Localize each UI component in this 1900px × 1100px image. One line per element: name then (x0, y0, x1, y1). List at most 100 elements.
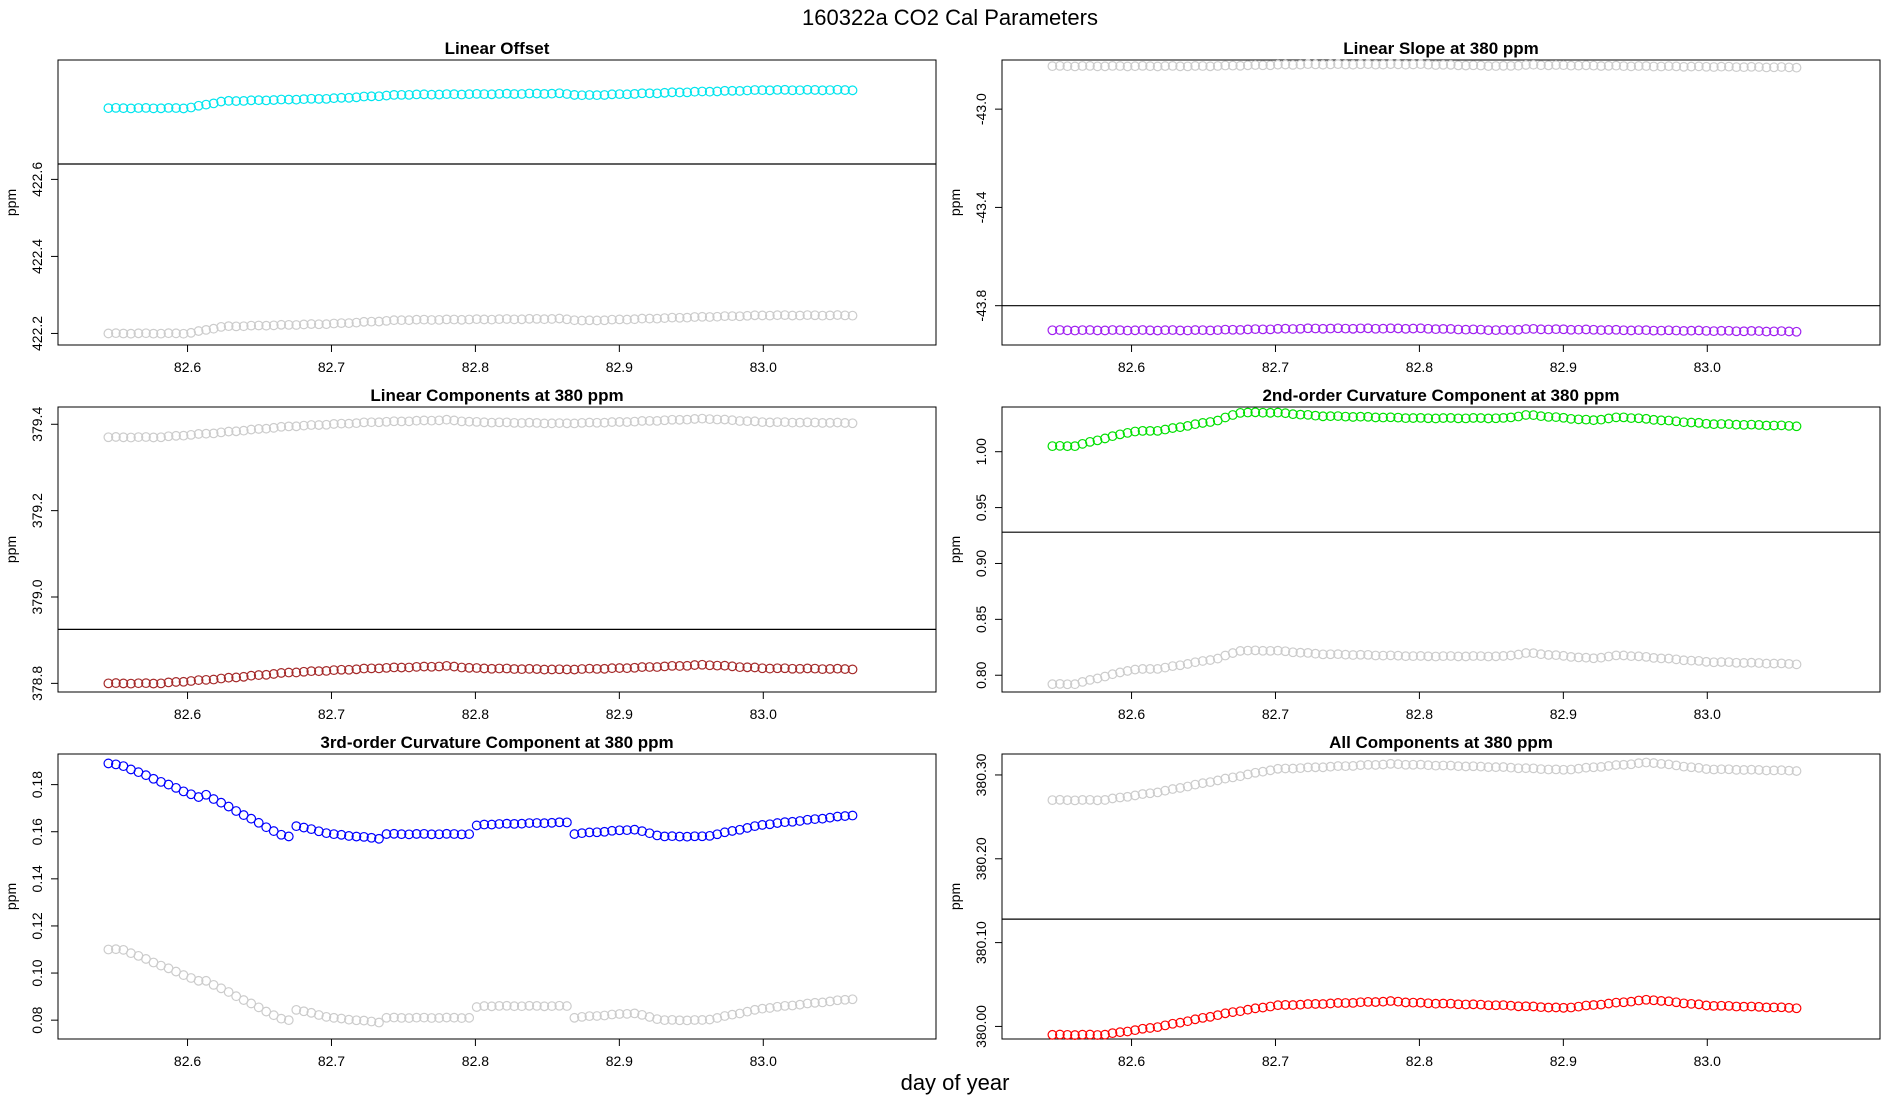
data-point (1393, 59, 1404, 70)
data-point (344, 418, 354, 429)
data-point (404, 662, 414, 673)
data-point (1536, 1002, 1546, 1013)
data-point (1077, 677, 1088, 687)
data-point (1070, 61, 1080, 72)
data-point (291, 1004, 302, 1015)
y-tick-label: 0.16 (29, 818, 45, 845)
panel-title: Linear Slope at 380 ppm (1343, 39, 1539, 58)
data-point (674, 312, 685, 323)
data-point (1295, 647, 1306, 658)
chart-panel-2: Linear Slope at 380 ppm 82.6 82.7 82.8 82.9 8… (947, 39, 1881, 375)
data-point (697, 311, 708, 322)
data-point (1626, 413, 1637, 424)
data-point (1776, 658, 1787, 669)
data-point (351, 317, 362, 328)
data-point (441, 89, 452, 99)
data-point (1558, 1002, 1569, 1013)
data-point (1648, 758, 1659, 768)
data-point (1167, 60, 1178, 71)
data-point (516, 314, 527, 325)
data-point (381, 416, 392, 427)
data-point (1257, 1002, 1268, 1013)
data-point (1363, 323, 1373, 334)
data-point (1145, 1023, 1155, 1033)
data-point (1280, 763, 1291, 774)
data-point (1355, 649, 1366, 660)
data-point (509, 314, 520, 325)
data-point (276, 1013, 287, 1024)
data-point (764, 819, 775, 830)
data-point (1430, 60, 1441, 70)
data-point (1648, 325, 1659, 336)
data-point (419, 415, 429, 426)
data-point (704, 312, 715, 322)
data-point (531, 418, 542, 428)
data-point (434, 829, 445, 840)
data-point (1528, 1001, 1539, 1012)
data-point (524, 313, 535, 324)
data-point (1603, 761, 1614, 771)
data-point (193, 100, 204, 111)
data-point (1618, 61, 1629, 72)
data-point (186, 429, 196, 440)
x-tick-label: 82.9 (1550, 1053, 1577, 1069)
data-point (1776, 420, 1787, 431)
data-point (1122, 325, 1133, 336)
data-point (1227, 772, 1238, 783)
data-point (1611, 60, 1622, 71)
data-point (231, 806, 242, 816)
data-point (216, 427, 227, 438)
data-point (1626, 325, 1637, 336)
data-point (1122, 791, 1133, 802)
data-point (1318, 59, 1328, 70)
data-point (1603, 998, 1614, 1009)
data-point (156, 432, 166, 443)
data-point (531, 664, 542, 674)
data-point (253, 320, 264, 331)
data-point (1791, 421, 1802, 432)
data-point (389, 1012, 399, 1023)
data-point (704, 414, 715, 425)
data-point (1303, 648, 1313, 658)
data-point (689, 831, 700, 842)
data-point (1205, 777, 1216, 787)
data-point (411, 89, 422, 100)
data-point (599, 315, 610, 326)
data-point (479, 417, 490, 428)
data-point (471, 314, 482, 325)
data-point (727, 311, 738, 322)
y-tick-label: 422.2 (29, 316, 45, 351)
data-point (524, 88, 535, 99)
data-point (359, 831, 369, 842)
data-point (419, 89, 429, 100)
data-point (1566, 652, 1576, 662)
data-point (141, 678, 151, 689)
data-point (1611, 412, 1622, 423)
data-point (1716, 325, 1727, 336)
data-point (1250, 407, 1261, 418)
data-point (516, 1001, 527, 1012)
data-point (779, 817, 790, 828)
data-point (404, 1013, 414, 1023)
data-point (840, 994, 850, 1005)
data-point (1160, 662, 1171, 673)
data-point (1618, 412, 1629, 423)
data-point (757, 85, 768, 96)
data-point (561, 418, 572, 429)
data-point (1137, 60, 1148, 71)
data-point (1220, 1008, 1231, 1019)
data-point (1596, 61, 1606, 71)
data-point (374, 663, 384, 674)
data-point (156, 103, 166, 114)
data-point (411, 415, 422, 426)
figure-x-axis-label: day of year (901, 1070, 1010, 1095)
data-point (1054, 1029, 1065, 1040)
data-point (1047, 61, 1058, 72)
data-point (1761, 1002, 1772, 1013)
data-point (1077, 438, 1088, 449)
data-point (246, 320, 257, 331)
data-point (268, 95, 279, 105)
data-point (133, 678, 144, 689)
data-point (614, 1009, 625, 1019)
data-point (727, 661, 738, 672)
